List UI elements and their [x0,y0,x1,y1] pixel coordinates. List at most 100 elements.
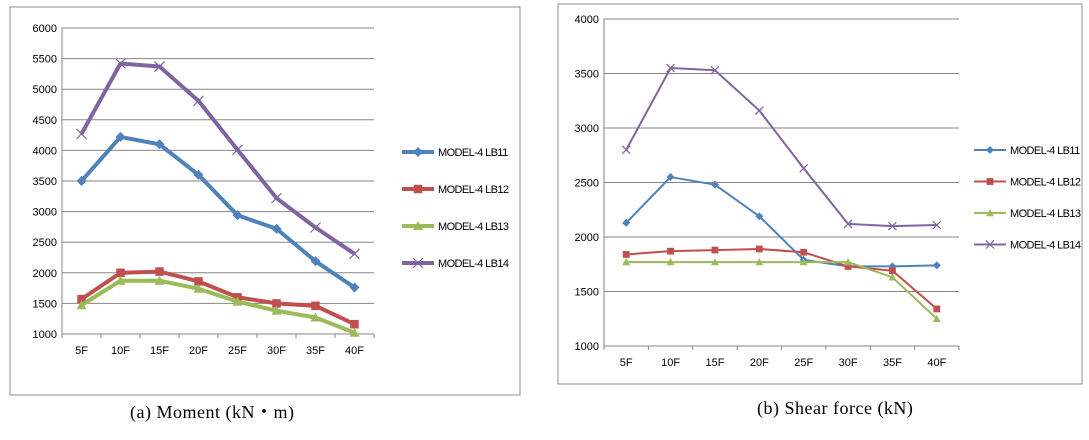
shear-data-point [710,258,719,266]
shear-data-point [888,221,897,231]
moment-x-tick-label: 25F [228,345,247,357]
shear-data-point [622,218,631,227]
moment-data-point [154,61,165,72]
shear-legend-label: MODEL-4 LB12 [1010,177,1081,189]
moment-chart: 1000 1500 2000 2500 3000 3500 4000 4500 5000 5500… [9,6,521,396]
moment-series-line [79,61,356,256]
moment-data-point [115,131,126,142]
moment-x-tick-label: 20F [189,345,208,357]
shear-data-point [710,180,719,189]
moment-x-tick-label: 30F [267,345,286,357]
shear-data-point [622,258,631,266]
moment-data-point [193,169,204,180]
chart-panel-shear: 1000 1500 2000 2500 3000 3500 4000 5F 10F 15F 20F 2… [549,0,1089,440]
shear-legend-marker [985,240,995,249]
shear-data-point [755,258,764,266]
shear-y-tick-label: 2500 [575,178,599,190]
shear-x-tick-label: 25F [794,357,813,369]
shear-legend-marker [986,146,994,154]
moment-y-tick-label: 5000 [33,84,57,96]
shear-data-point [666,173,675,182]
moment-data-point [154,275,165,285]
moment-data-point [310,256,321,267]
moment-y-tick-label: 1500 [33,298,57,310]
moment-legend-marker [413,221,423,230]
moment-data-point [311,301,320,311]
moment-data-point [310,222,321,233]
moment-data-point [76,300,87,310]
moment-data-point [310,312,321,322]
moment-legend-label: MODEL-4 LB11 [438,147,508,159]
shear-y-tick-label: 3000 [575,123,599,135]
shear-data-point [932,220,942,230]
shear-data-point [621,145,631,155]
moment-data-point [116,268,125,278]
shear-legend-marker [986,178,994,185]
shear-data-point [889,267,896,275]
moment-data-point [76,128,87,140]
shear-legend-entry: MODEL-4 LB14 [974,240,1082,252]
shear-data-point [932,261,941,270]
moment-data-point [232,144,243,156]
shear-legend-label: MODEL-4 LB14 [1010,240,1081,252]
moment-chart-caption: (a) Moment (kN・m) [130,402,295,422]
moment-data-point [272,299,281,308]
moment-series-3 [76,275,360,337]
moment-data-point [155,267,164,276]
moment-legend-entry: MODEL-4 LB12 [402,184,510,196]
moment-chart-border [9,6,521,396]
shear-data-point [667,247,674,255]
shear-x-tick-label: 20F [750,357,769,369]
shear-legend-label: MODEL-4 LB13 [1010,208,1081,220]
shear-y-tick-label: 2000 [575,232,599,244]
shear-data-point [799,163,809,173]
moment-x-tick-label: 15F [150,345,169,357]
shear-chart-border [557,3,1083,385]
moment-y-tick-label: 2000 [33,268,57,280]
shear-chart: 1000 1500 2000 2500 3000 3500 4000 5F 10F 15F 20F 2… [557,3,1083,385]
moment-legend-label: MODEL-4 LB13 [438,221,509,233]
moment-y-tick-label: 3000 [33,207,57,219]
moment-data-point [349,327,360,337]
shear-data-point [666,63,675,73]
shear-legend-entry: MODEL-4 LB12 [974,177,1082,189]
shear-data-point [799,258,808,266]
moment-legend-entry: MODEL-4 LB11 [402,147,509,159]
shear-data-point [711,246,719,254]
moment-series-4 [76,58,360,260]
shear-y-tick-label: 1500 [575,287,599,299]
chart-panel-moment: 1000 1500 2000 2500 3000 3500 4000 4500 5000 5500… [0,0,540,440]
shear-x-tick-label: 10F [661,357,680,369]
moment-legend-entry: MODEL-4 LB14 [402,257,510,270]
moment-data-point [271,192,282,204]
shear-y-tick-label: 4000 [575,14,599,26]
shear-x-tick-label: 35F [883,357,902,369]
moment-data-point [271,305,282,315]
shear-series-line [626,261,938,320]
shear-series-2 [622,245,941,313]
shear-y-tick-label: 3500 [575,69,599,81]
shear-series-line [626,247,938,310]
moment-series-line [80,278,356,335]
moment-y-tick-label: 4500 [33,115,57,127]
shear-data-point [755,245,763,253]
shear-legend-entry: MODEL-4 LB13 [974,208,1082,220]
shear-legend-entry: MODEL-4 LB11 [974,145,1081,157]
moment-data-point [349,282,360,293]
shear-series-3 [622,258,941,322]
moment-x-tick-label: 35F [306,345,325,357]
moment-legend-marker [413,184,423,194]
moment-legend-label: MODEL-4 LB12 [438,184,509,196]
moment-data-point [271,223,282,234]
shear-data-point [844,258,853,266]
shear-chart-caption: (b) Shear force (kN) [757,398,914,418]
moment-data-point [194,277,203,286]
moment-data-point [350,319,359,329]
moment-y-tick-label: 6000 [33,23,57,35]
shear-data-point [622,251,630,258]
shear-data-point [666,258,675,266]
shear-y-tick-label: 1000 [575,341,599,353]
shear-x-tick-label: 30F [839,357,858,369]
moment-series-line [80,134,356,290]
moment-x-tick-label: 40F [345,345,364,357]
